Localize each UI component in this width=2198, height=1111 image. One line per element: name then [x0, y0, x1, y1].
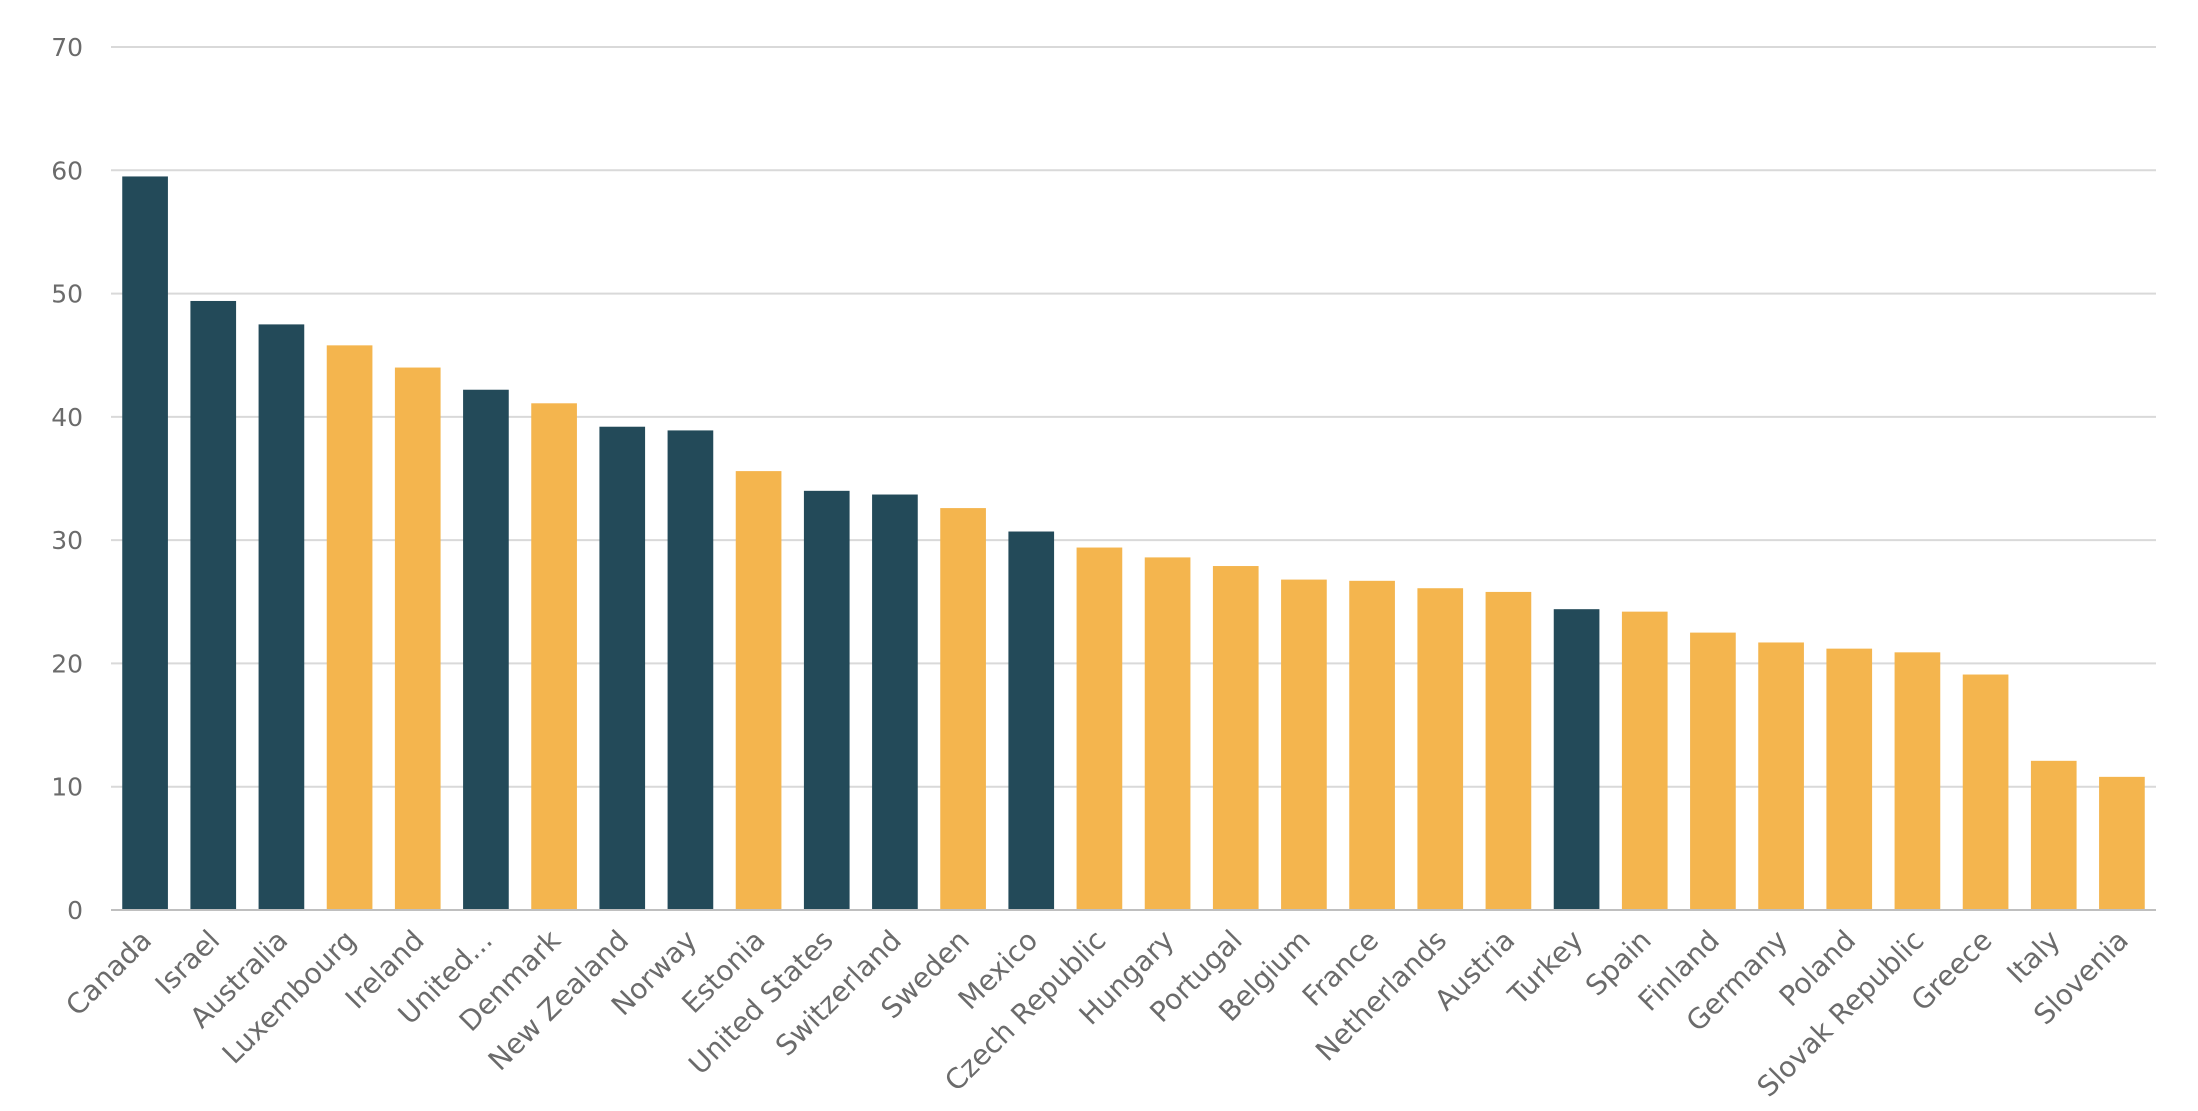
y-tick-label: 0 [67, 896, 83, 925]
bar-australia [258, 324, 305, 911]
bar-italy [2030, 760, 2077, 910]
bar-poland [1826, 648, 1873, 910]
y-tick-label: 10 [51, 773, 83, 802]
bar-ireland [394, 367, 441, 910]
bar-austria [1485, 591, 1532, 910]
bar-canada [122, 176, 168, 910]
y-tick-label: 20 [51, 649, 83, 678]
bar-belgium [1281, 579, 1327, 910]
bar-greece [1962, 674, 2009, 910]
y-tick-label: 50 [51, 280, 83, 309]
bar-united-states [803, 490, 850, 910]
bar-germany [1758, 642, 1804, 910]
bar-norway [667, 430, 714, 910]
bar-portugal [1212, 566, 1259, 910]
bar-finland [1690, 632, 1736, 910]
bar-slovenia [2099, 776, 2145, 910]
y-tick-label: 70 [51, 33, 83, 62]
bar-mexico [1008, 531, 1055, 910]
y-tick-label: 40 [51, 403, 83, 432]
bar-turkey [1553, 609, 1600, 910]
y-axis-ticks: 0 10 20 30 40 50 60 70 [51, 33, 83, 925]
bars [122, 176, 2145, 911]
x-axis-ticks: CanadaIsraelAustraliaLuxembourgIrelandUn… [59, 923, 2135, 1103]
bar-switzerland [872, 494, 918, 910]
bar-hungary [1144, 557, 1191, 910]
bar-new-zealand [599, 426, 646, 910]
x-tick-label: Turkey [1501, 924, 1589, 1012]
bar-sweden [940, 508, 986, 910]
bar-luxembourg [326, 345, 373, 910]
x-tick-label: Canada [59, 924, 158, 1023]
y-tick-label: 30 [51, 526, 83, 555]
bar-estonia [735, 471, 782, 910]
bar-slovak-republic [1894, 652, 1941, 910]
bar-netherlands [1417, 588, 1464, 910]
bar-denmark [531, 403, 577, 910]
bar-israel [190, 300, 237, 910]
gridlines [111, 46, 2156, 788]
y-tick-label: 60 [51, 156, 83, 185]
bar-france [1349, 580, 1395, 910]
bar-czech-republic [1076, 547, 1123, 910]
bar-spain [1621, 611, 1668, 910]
bar-united [463, 389, 509, 911]
